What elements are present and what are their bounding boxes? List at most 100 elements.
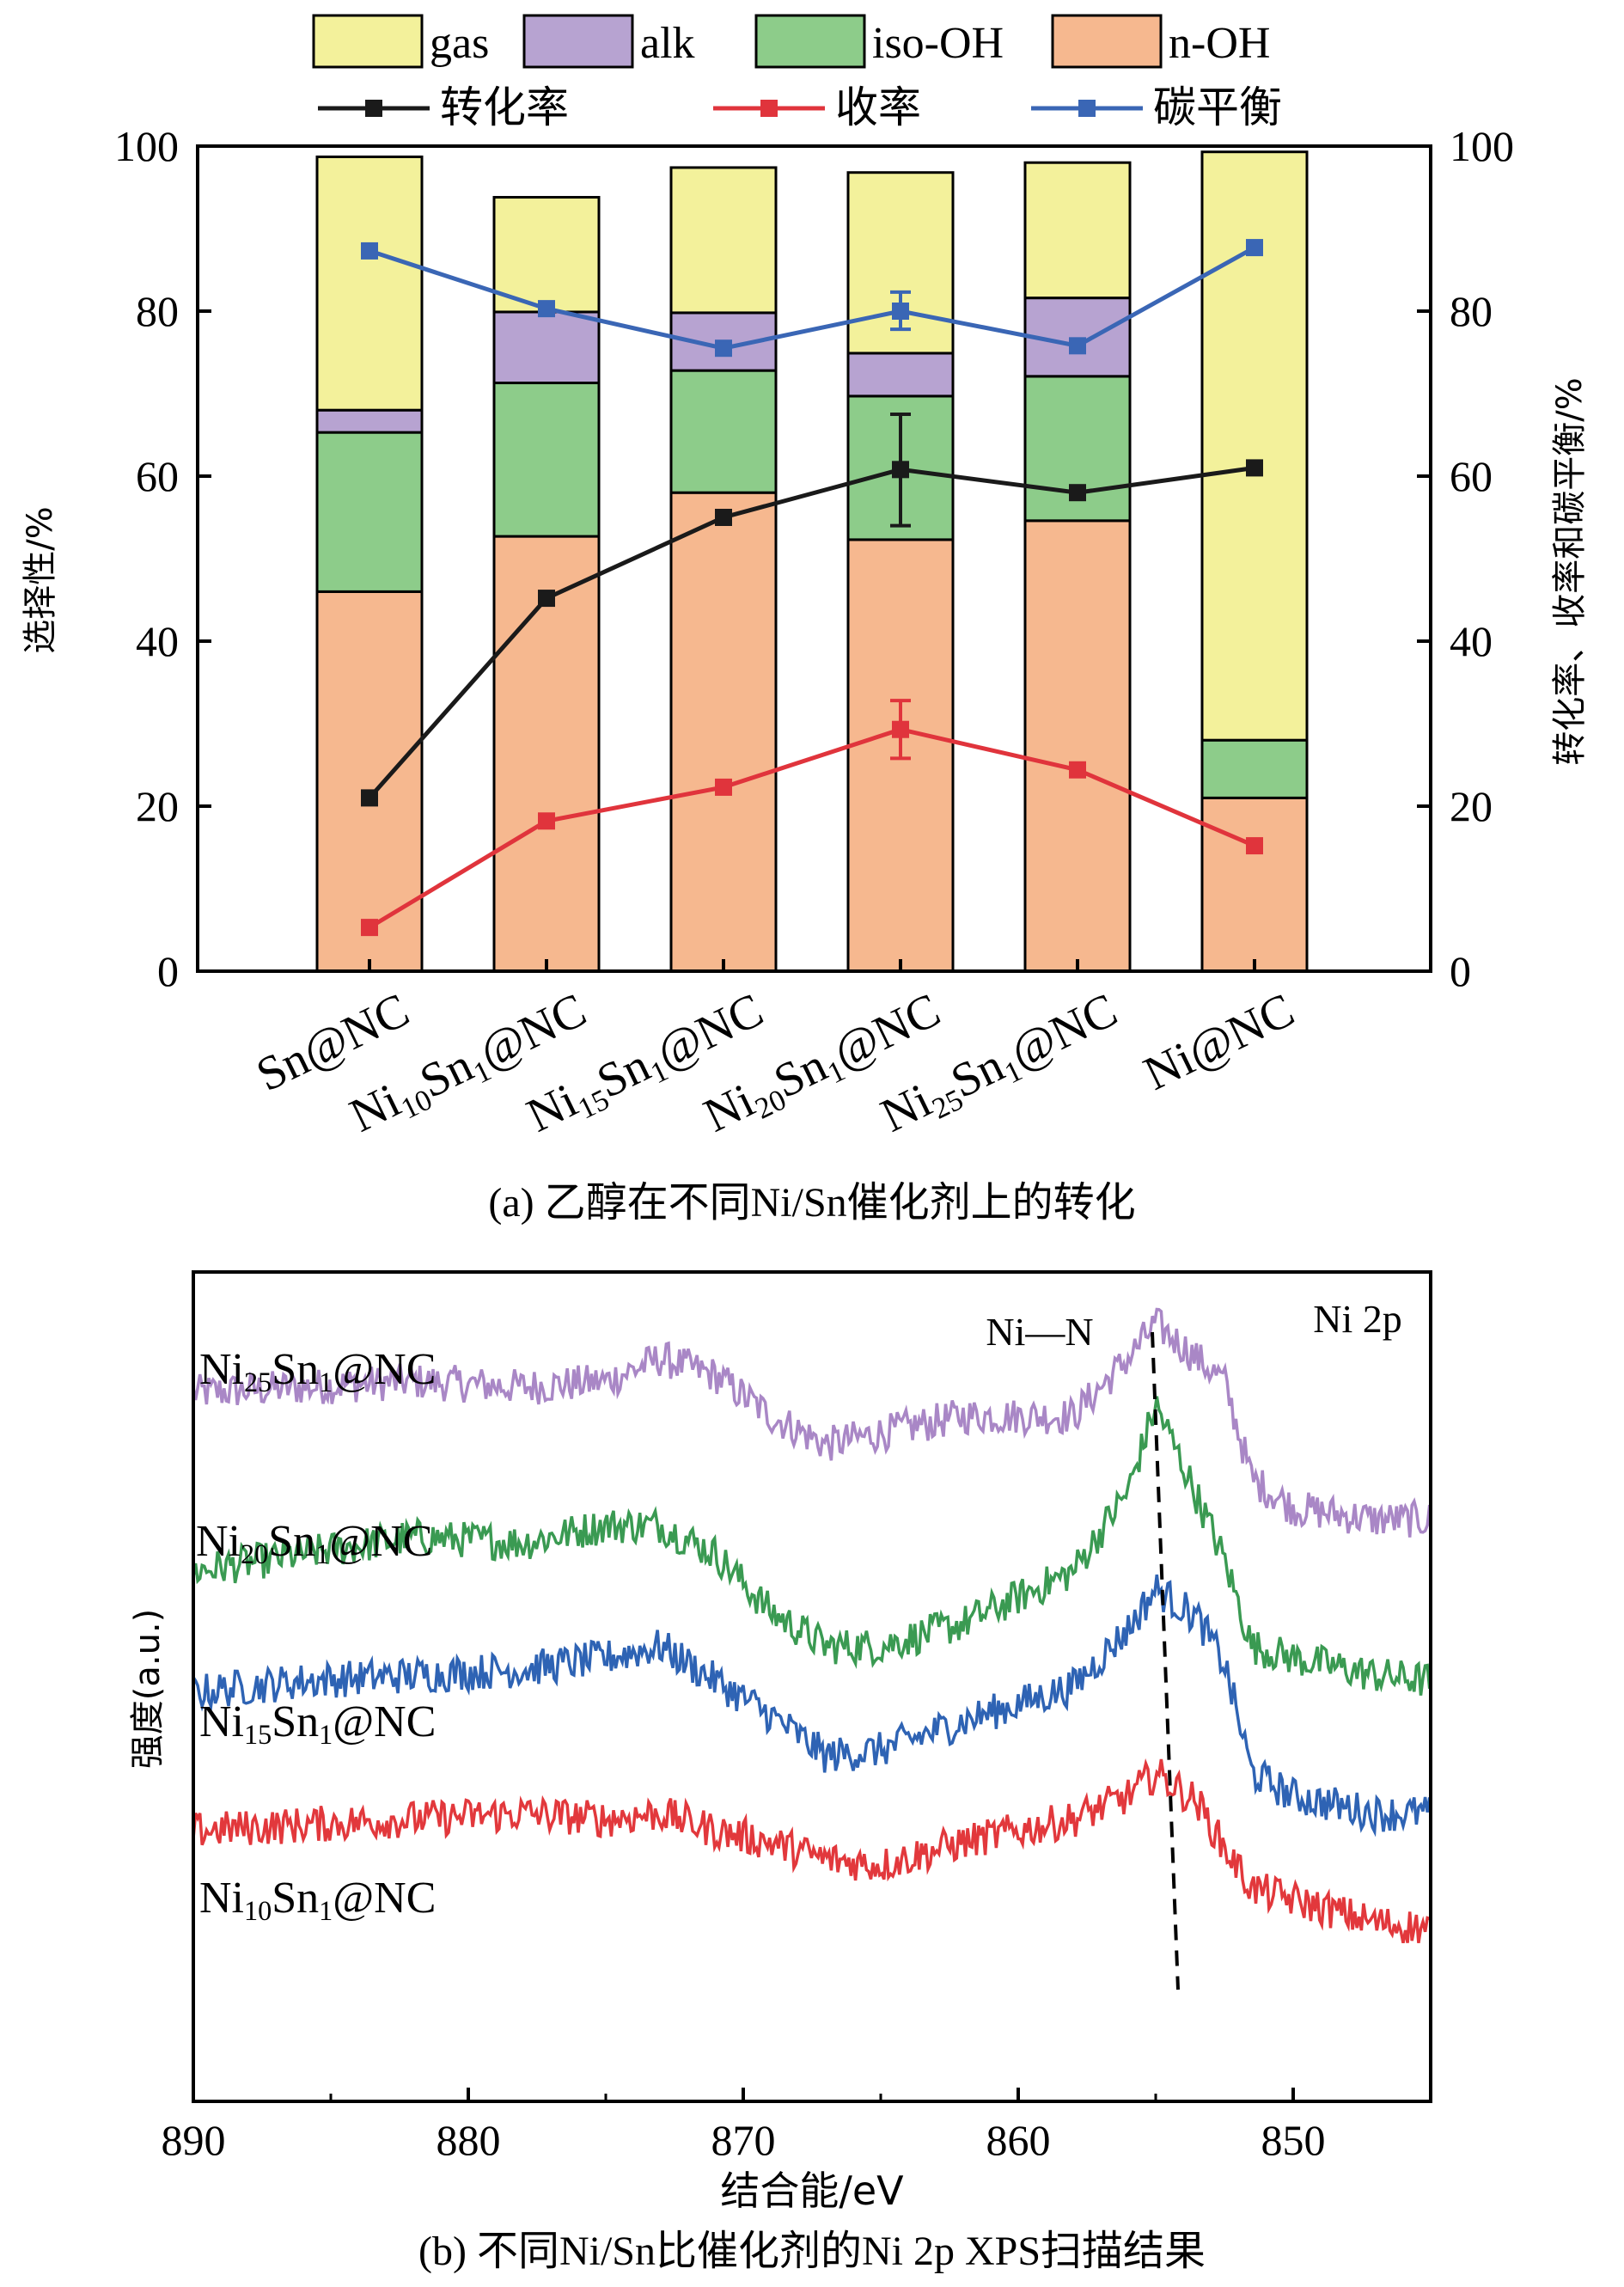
line-碳平衡	[369, 245, 1256, 351]
right-y-axis-title: 转化率、收率和碳平衡/%	[1550, 377, 1590, 765]
bar-iso-OH-Ni@NC	[1200, 738, 1309, 799]
point-收率-Ni25Sn1@NC	[1069, 761, 1086, 779]
bar-alk-Sn@NC	[315, 408, 424, 434]
legend-label-碳平衡: 碳平衡	[1153, 83, 1282, 132]
x-tick-label-890: 890	[162, 2116, 226, 2164]
panel-b-axes: 890 880 870 860 850	[162, 1270, 1432, 2164]
legend-marker-转化率	[365, 100, 382, 117]
panel-a-legend: gas alk iso-OH n-OH 转化率 收率 碳平衡	[312, 14, 1282, 132]
line-转化率	[368, 465, 1255, 800]
point-碳平衡-Ni15Sn1@NC	[715, 339, 732, 358]
point-转化率-Ni15Sn1@NC	[715, 509, 732, 526]
panel-a-caption: (a) 乙醇在不同Ni/Sn催化剂上的转化	[488, 1180, 1135, 1226]
spectrum-Ni15Sn1@NC	[192, 1574, 1432, 1838]
legend-label-alk: alk	[640, 19, 695, 68]
spectrum-Ni10Sn1@NC	[192, 1758, 1431, 1944]
point-收率-Ni10Sn1@NC	[538, 812, 555, 830]
point-转化率-Sn@NC	[361, 789, 378, 807]
left-tick-label-80: 80	[136, 287, 179, 335]
point-碳平衡-Ni@NC	[1246, 239, 1263, 257]
bar-iso-OH-Ni10Sn1@NC	[492, 382, 601, 538]
legend-swatch-alk	[522, 14, 634, 69]
legend-marker-碳平衡	[1078, 100, 1096, 117]
legend-label-iso-OH: iso-OH	[872, 19, 1004, 68]
point-转化率-Ni10Sn1@NC	[538, 590, 555, 608]
right-tick-label-0: 0	[1450, 947, 1471, 995]
right-tick-label-100: 100	[1450, 122, 1514, 170]
bar-gas-Sn@NC	[315, 155, 424, 412]
xps-spectra	[192, 1307, 1432, 1990]
point-碳平衡-Sn@NC	[361, 242, 378, 260]
legend-swatch-iso-OH	[754, 14, 866, 69]
bar-n-OH-Sn@NC	[315, 590, 424, 973]
left-tick-label-0: 0	[157, 947, 179, 995]
bar-n-OH-Ni25Sn1@NC	[1023, 519, 1132, 973]
legend-swatch-n-OH	[1051, 14, 1163, 69]
panel-b-x-axis-title: 结合能/eV	[720, 2168, 904, 2214]
bar-n-OH-Ni10Sn1@NC	[492, 535, 601, 973]
x-tick-label-860: 860	[986, 2116, 1051, 2164]
xps-series-labels: Ni25Sn1@NC Ni20Sn1@NC Ni15Sn1@NC Ni10Sn1@NC	[196, 1345, 436, 1926]
plot-frame	[196, 144, 1432, 973]
x-tick-label-850: 850	[1261, 2116, 1326, 2164]
bar-iso-OH-Sn@NC	[315, 431, 424, 593]
line-overlays	[361, 239, 1263, 937]
ni-2p-label: Ni 2p	[1313, 1297, 1402, 1341]
bar-alk-Ni20Sn1@NC	[846, 352, 955, 398]
x-tick-label-870: 870	[711, 2116, 776, 2164]
bar-iso-OH-Ni15Sn1@NC	[669, 369, 778, 494]
bar-alk-Ni10Sn1@NC	[492, 310, 601, 385]
right-tick-label-80: 80	[1450, 287, 1493, 335]
legend-label-收率: 收率	[835, 83, 921, 132]
point-碳平衡-Ni20Sn1@NC	[892, 303, 909, 320]
point-转化率-Ni@NC	[1246, 459, 1263, 477]
bar-n-OH-Ni@NC	[1200, 796, 1309, 973]
x-tick-label-Sn@NC: Sn@NC	[248, 983, 418, 1102]
line-收率	[368, 727, 1255, 930]
bar-gas-Ni10Sn1@NC	[492, 196, 601, 314]
legend-swatch-gas	[312, 14, 424, 69]
left-tick-label-60: 60	[136, 452, 179, 500]
left-tick-label-40: 40	[136, 617, 179, 665]
left-y-axis-title: 选择性/%	[21, 506, 60, 653]
legend-label-gas: gas	[430, 19, 489, 68]
series-label-Ni15Sn1@NC: Ni15Sn1@NC	[199, 1697, 436, 1750]
right-tick-label-20: 20	[1450, 782, 1493, 830]
spectrum-Ni20Sn1@NC	[192, 1396, 1432, 1696]
ni-n-annotation: Ni—N	[986, 1310, 1093, 1354]
panel-b-caption: (b) 不同Ni/Sn比催化剂的Ni 2p XPS扫描结果	[418, 2229, 1206, 2274]
legend-marker-收率	[760, 100, 778, 117]
panel-b-y-axis-title: 强度(a.u.)	[128, 1609, 168, 1770]
point-碳平衡-Ni25Sn1@NC	[1069, 337, 1086, 355]
panel-b-chart: 890 880 870 860 850 Ni25Sn1@NC Ni20Sn1@NC Ni15…	[128, 1270, 1432, 2274]
series-label-Ni25Sn1@NC: Ni25Sn1@NC	[199, 1345, 436, 1397]
point-收率-Ni@NC	[1246, 837, 1263, 855]
point-碳平衡-Ni10Sn1@NC	[538, 300, 555, 318]
ni-n-dashed-line	[1151, 1331, 1180, 1990]
bar-gas-Ni@NC	[1200, 150, 1309, 742]
point-收率-Ni20Sn1@NC	[892, 720, 909, 738]
legend-label-n-OH: n-OH	[1169, 19, 1270, 68]
plot-frame	[192, 1270, 1432, 2103]
point-转化率-Ni25Sn1@NC	[1069, 484, 1086, 502]
left-tick-label-100: 100	[114, 122, 179, 170]
bar-iso-OH-Ni25Sn1@NC	[1023, 375, 1132, 523]
point-收率-Ni15Sn1@NC	[715, 778, 732, 796]
series-label-Ni10Sn1@NC: Ni10Sn1@NC	[199, 1874, 436, 1926]
bar-gas-Ni15Sn1@NC	[669, 166, 778, 315]
right-tick-label-60: 60	[1450, 452, 1493, 500]
right-tick-label-40: 40	[1450, 617, 1493, 665]
x-tick-label-Ni@NC: Ni@NC	[1136, 983, 1303, 1101]
left-tick-label-20: 20	[136, 782, 179, 830]
spectrum-Ni25Sn1@NC	[192, 1307, 1432, 1538]
bar-n-OH-Ni15Sn1@NC	[669, 491, 778, 973]
legend-label-转化率: 转化率	[440, 83, 569, 132]
stacked-bars	[315, 150, 1309, 973]
point-转化率-Ni20Sn1@NC	[892, 461, 909, 479]
x-tick-label-880: 880	[437, 2116, 501, 2164]
bar-gas-Ni25Sn1@NC	[1023, 161, 1132, 300]
point-收率-Sn@NC	[361, 919, 378, 937]
series-label-Ni20Sn1@NC: Ni20Sn1@NC	[196, 1517, 432, 1569]
